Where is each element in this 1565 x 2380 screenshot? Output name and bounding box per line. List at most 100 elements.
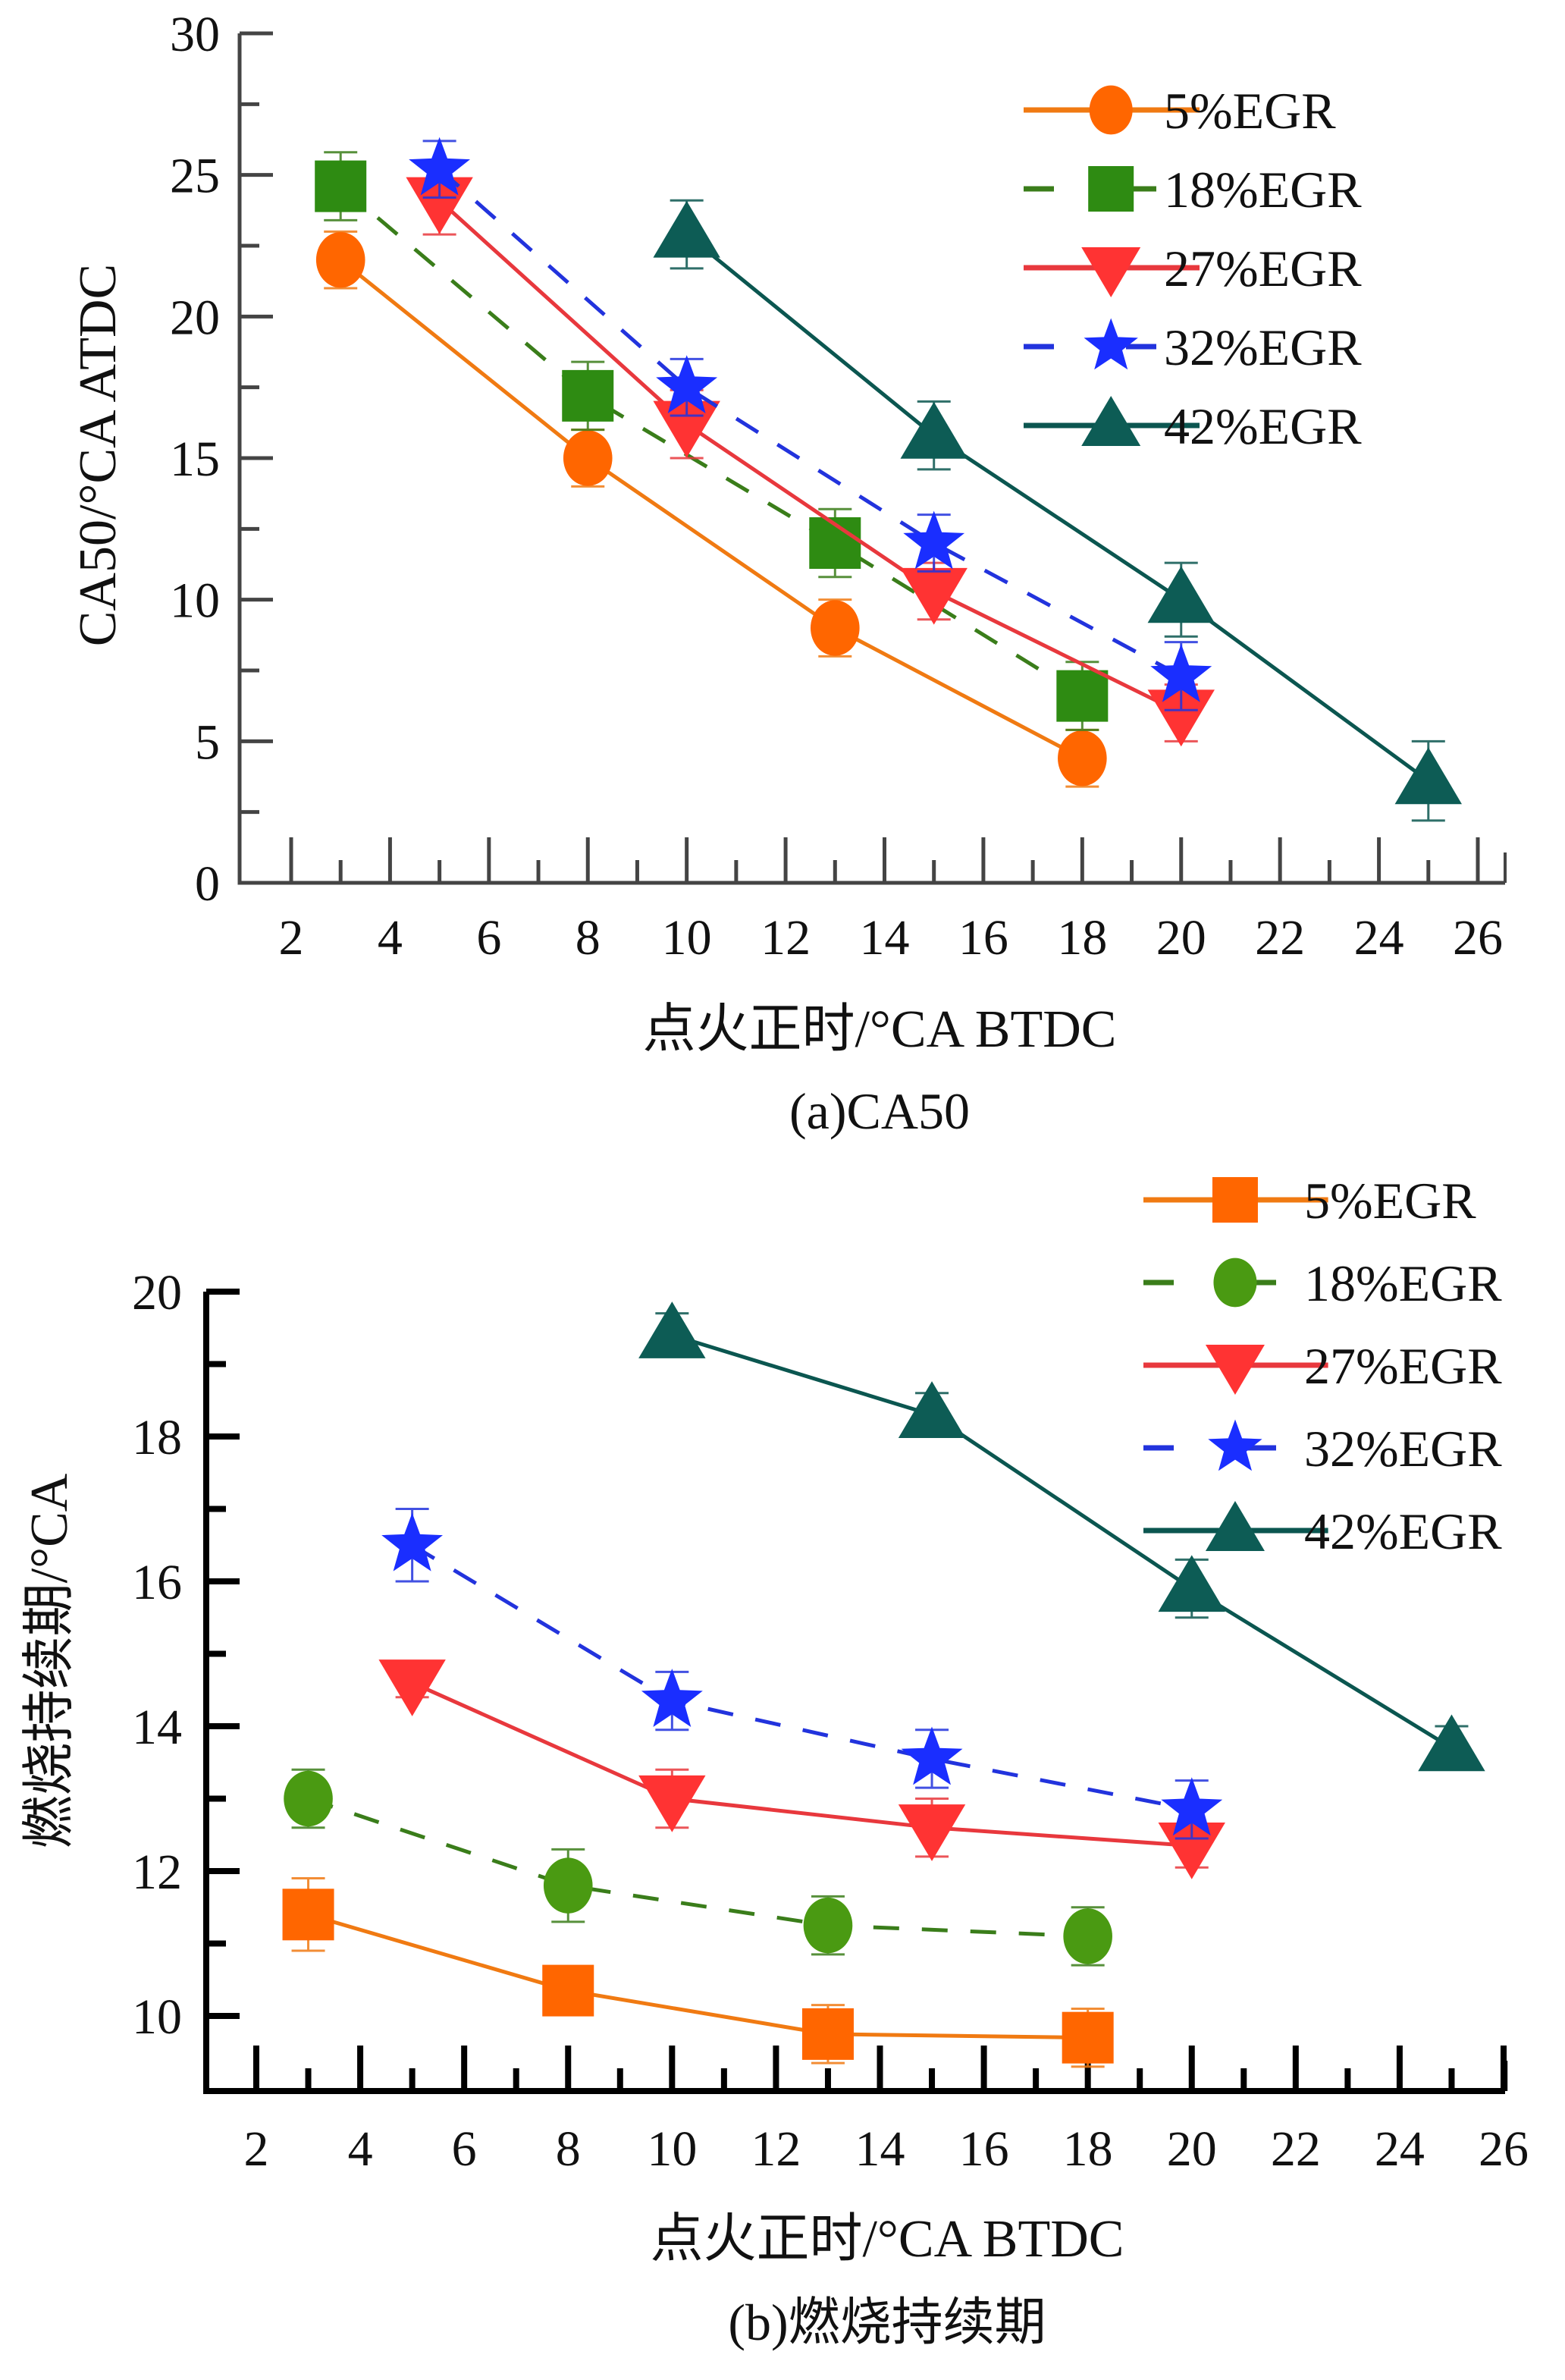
panel-b-data-point — [1062, 2011, 1114, 2064]
panel-a-data-point — [656, 355, 718, 413]
panel-b-y-tick-label: 12 — [132, 1845, 182, 1900]
panel-b-y-tick-label: 18 — [132, 1410, 182, 1465]
panel-a-series-line — [339, 184, 1084, 698]
panel-b-data-point — [542, 1964, 594, 2017]
panel-b-legend-marker — [1208, 1419, 1262, 1471]
panel-a-legend-label: 32%EGR — [1164, 319, 1362, 376]
panel-a-data-point — [1147, 689, 1215, 747]
panel-b-legend-label: 27%EGR — [1304, 1337, 1502, 1395]
panel-b-data-point — [1063, 1908, 1112, 1964]
panel-a-series-line — [438, 199, 1182, 715]
panel-b-y-tick-label: 14 — [132, 1700, 182, 1755]
panel-a-x-tick-label: 14 — [860, 910, 910, 966]
panel-b-legend-marker — [1213, 1258, 1257, 1308]
panel-a-x-tick-label: 10 — [662, 910, 712, 966]
panel-b-x-tick-label: 6 — [452, 2121, 477, 2177]
panel-b-data-point — [282, 1889, 334, 1941]
panel-b-data-point — [1158, 1555, 1225, 1612]
panel-b-series-line — [411, 1543, 1193, 1812]
panel-b-x-tick-label: 20 — [1167, 2121, 1217, 2177]
panel-a-legend-label: 18%EGR — [1164, 161, 1362, 218]
panel-b-data-point — [803, 1897, 853, 1954]
panel-a-legend-label: 27%EGR — [1164, 240, 1362, 297]
panel-b-data-point — [378, 1659, 446, 1716]
panel-b-data-point — [1418, 1714, 1485, 1772]
panel-a-data-point — [409, 137, 470, 196]
panel-b-data-point — [1158, 1822, 1225, 1879]
panel-b-x-tick-label: 22 — [1271, 2121, 1321, 2177]
panel-a-x-tick-label: 16 — [958, 910, 1008, 966]
panel-a-x-tick-label: 8 — [576, 910, 601, 966]
panel-a-x-axis-title: 点火正时/°CA BTDC — [642, 1000, 1116, 1059]
panel-a-x-tick-label: 26 — [1453, 910, 1503, 966]
panel-b-x-tick-label: 26 — [1479, 2121, 1529, 2177]
panel-a-legend-item: 5%EGR — [1024, 82, 1336, 140]
panel-a-legend-label: 5%EGR — [1164, 82, 1336, 140]
panel-b-legend-label: 18%EGR — [1304, 1254, 1502, 1312]
panel-a-series-5pct-egr — [315, 230, 1107, 788]
panel-b-series-line — [307, 1797, 1088, 1939]
panel-b-data-point — [284, 1770, 333, 1827]
panel-b-legend-marker — [1212, 1177, 1258, 1223]
panel-a-legend-item: 32%EGR — [1024, 318, 1362, 376]
panel-b-x-tick-label: 14 — [855, 2121, 905, 2177]
panel-a-y-tick-label: 20 — [170, 290, 220, 345]
panel-b-x-tick-label: 4 — [348, 2121, 373, 2177]
panel-a-legend-item: 27%EGR — [1024, 240, 1362, 297]
panel-b-legend-item: 18%EGR — [1143, 1254, 1502, 1312]
panel-b-series-27pct-egr — [378, 1659, 1225, 1879]
panel-b-y-tick-label: 20 — [132, 1265, 182, 1320]
panel-b-data-point — [898, 1804, 966, 1861]
panel-b-data-point — [901, 1726, 963, 1785]
panel-a-x-tick-label: 6 — [476, 910, 501, 966]
panel-a-data-point — [315, 160, 367, 212]
panel-a-x-tick-label: 4 — [378, 910, 403, 966]
panel-a-x-tick-label: 18 — [1057, 910, 1107, 966]
panel-a-legend-item: 18%EGR — [1024, 161, 1362, 218]
panel-a-data-point — [1147, 566, 1215, 623]
panel-a-data-point — [1056, 670, 1109, 722]
panel-a-y-tick-label: 25 — [170, 149, 220, 204]
panel-b-series-42pct-egr — [638, 1301, 1485, 1772]
panel-a-legend-item: 42%EGR — [1024, 396, 1362, 455]
panel-a-legend-marker — [1081, 247, 1141, 297]
panel-b-legend-item: 42%EGR — [1143, 1501, 1502, 1560]
panel-a-y-tick-label: 30 — [170, 7, 220, 62]
panel-a-x-tick-label: 20 — [1156, 910, 1206, 966]
panel-a-y-tick-label: 15 — [170, 432, 220, 487]
panel-a-data-point — [1058, 730, 1107, 787]
panel-b-data-point — [641, 1669, 703, 1727]
panel-b-caption: (b)燃烧持续期 — [728, 2294, 1046, 2351]
panel-a-series-line — [339, 258, 1084, 760]
panel-b-series-line — [671, 1333, 1453, 1750]
panel-a-data-point — [900, 567, 968, 625]
panel-b-series-line — [307, 1912, 1088, 2040]
panel-a-caption: (a)CA50 — [789, 1082, 970, 1140]
panel-b-legend-item: 5%EGR — [1143, 1172, 1476, 1229]
panel-a-data-point — [1394, 747, 1462, 805]
panel-b-x-tick-label: 8 — [556, 2121, 581, 2177]
panel-b-x-tick-label: 16 — [959, 2121, 1009, 2177]
panel-a-y-tick-label: 5 — [195, 714, 220, 770]
panel-b-data-point — [638, 1301, 706, 1358]
panel-b-legend-item: 32%EGR — [1143, 1419, 1502, 1477]
panel-b-legend-item: 27%EGR — [1143, 1337, 1502, 1395]
panel-a-series-42pct-egr — [653, 199, 1462, 822]
panel-b-series-18pct-egr — [284, 1768, 1112, 1967]
panel-b-x-axis-title: 点火正时/°CA BTDC — [650, 2210, 1124, 2269]
panel-b-y-tick-label: 16 — [132, 1555, 182, 1610]
panel-b-data-point — [801, 2008, 854, 2060]
panel-b-series-5pct-egr — [282, 1877, 1114, 2068]
panel-b-series-32pct-egr — [381, 1508, 1223, 1840]
panel-a-x-tick-label: 12 — [761, 910, 811, 966]
panel-b-data-point — [1161, 1777, 1223, 1836]
panel-b-x-tick-label: 18 — [1063, 2121, 1113, 2177]
panel-a-y-tick-label: 0 — [195, 856, 220, 912]
panel-b-data-point — [898, 1381, 966, 1438]
panel-a-data-point — [1150, 644, 1212, 702]
panel-b-data-point — [381, 1512, 443, 1571]
panel-a-data-point — [653, 200, 720, 258]
